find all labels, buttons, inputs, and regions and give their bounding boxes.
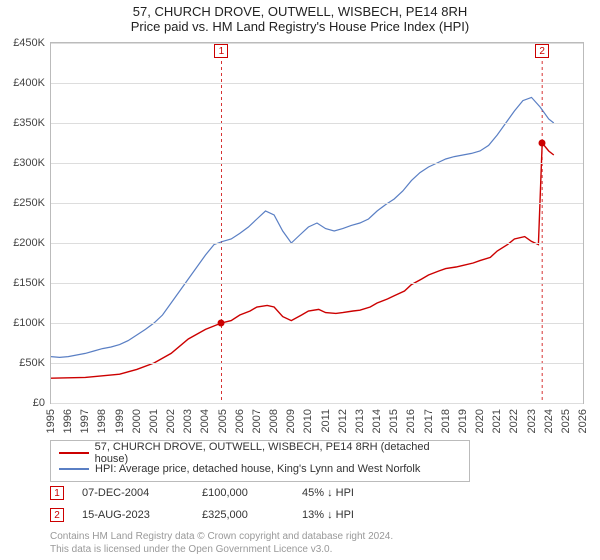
ytick-label: £450K [13, 37, 45, 49]
marker-box: 2 [535, 44, 549, 58]
xtick-label: 2009 [285, 409, 297, 433]
xtick-label: 2005 [217, 409, 229, 433]
marker-table-row: 1 07-DEC-2004£100,00045% ↓ HPI [50, 482, 412, 504]
legend-swatch-hpi [59, 468, 89, 470]
marker-table: 1 07-DEC-2004£100,00045% ↓ HPI 2 15-AUG-202… [50, 482, 412, 526]
marker-table-price: £100,000 [202, 487, 302, 499]
xtick-label: 2018 [440, 409, 452, 433]
plot-area: £0£50K£100K£150K£200K£250K£300K£350K£400… [50, 42, 584, 404]
xtick-label: 2021 [491, 409, 503, 433]
xtick-label: 2007 [251, 409, 263, 433]
ytick-label: £0 [33, 397, 45, 409]
xtick-label: 2008 [268, 409, 280, 433]
gridline-h [51, 243, 583, 244]
xtick-label: 2024 [543, 409, 555, 433]
gridline-h [51, 163, 583, 164]
gridline-h [51, 283, 583, 284]
xtick-label: 2019 [457, 409, 469, 433]
xtick-label: 2012 [337, 409, 349, 433]
title-line-1: 57, CHURCH DROVE, OUTWELL, WISBECH, PE14… [0, 4, 600, 19]
ytick-label: £400K [13, 77, 45, 89]
sale-dot [218, 320, 225, 327]
xtick-label: 2015 [388, 409, 400, 433]
xtick-label: 1997 [79, 409, 91, 433]
legend: 57, CHURCH DROVE, OUTWELL, WISBECH, PE14… [50, 440, 470, 482]
gridline-h [51, 403, 583, 404]
marker-table-pct: 45% ↓ HPI [302, 487, 412, 499]
title-line-2: Price paid vs. HM Land Registry's House … [0, 19, 600, 34]
xtick-label: 2016 [405, 409, 417, 433]
marker-table-pct: 13% ↓ HPI [302, 509, 412, 521]
xtick-label: 1999 [114, 409, 126, 433]
xtick-label: 1995 [45, 409, 57, 433]
xtick-label: 2011 [320, 409, 332, 433]
xtick-label: 2013 [354, 409, 366, 433]
chart-lines [51, 43, 583, 403]
xtick-label: 2022 [508, 409, 520, 433]
xtick-label: 2006 [234, 409, 246, 433]
ytick-label: £350K [13, 117, 45, 129]
sale-dot [539, 140, 546, 147]
marker-table-date: 07-DEC-2004 [82, 487, 202, 499]
ytick-label: £200K [13, 237, 45, 249]
xtick-label: 2017 [423, 409, 435, 433]
xtick-label: 2001 [148, 409, 160, 433]
marker-box: 1 [214, 44, 228, 58]
footer-line-2: This data is licensed under the Open Gov… [50, 543, 393, 556]
ytick-label: £100K [13, 317, 45, 329]
marker-table-box: 1 [50, 486, 64, 500]
ytick-label: £250K [13, 197, 45, 209]
marker-table-price: £325,000 [202, 509, 302, 521]
xtick-label: 2020 [474, 409, 486, 433]
xtick-label: 2002 [165, 409, 177, 433]
ytick-label: £300K [13, 157, 45, 169]
gridline-h [51, 83, 583, 84]
xtick-label: 2010 [302, 409, 314, 433]
gridline-h [51, 203, 583, 204]
gridline-h [51, 43, 583, 44]
xtick-label: 1998 [96, 409, 108, 433]
ytick-label: £50K [19, 357, 45, 369]
xtick-label: 2025 [560, 409, 572, 433]
gridline-h [51, 123, 583, 124]
gridline-h [51, 363, 583, 364]
chart-container: 57, CHURCH DROVE, OUTWELL, WISBECH, PE14… [0, 0, 600, 560]
ytick-label: £150K [13, 277, 45, 289]
xtick-label: 1996 [62, 409, 74, 433]
gridline-h [51, 323, 583, 324]
marker-table-date: 15-AUG-2023 [82, 509, 202, 521]
legend-row-hpi: HPI: Average price, detached house, King… [59, 461, 461, 477]
legend-row-price-paid: 57, CHURCH DROVE, OUTWELL, WISBECH, PE14… [59, 445, 461, 461]
marker-table-row: 2 15-AUG-2023£325,00013% ↓ HPI [50, 504, 412, 526]
xtick-label: 2023 [526, 409, 538, 433]
marker-table-box: 2 [50, 508, 64, 522]
xtick-label: 2026 [577, 409, 589, 433]
legend-label-hpi: HPI: Average price, detached house, King… [95, 463, 420, 475]
footer-line-1: Contains HM Land Registry data © Crown c… [50, 530, 393, 543]
legend-label-price-paid: 57, CHURCH DROVE, OUTWELL, WISBECH, PE14… [95, 441, 461, 465]
xtick-label: 2014 [371, 409, 383, 433]
xtick-label: 2000 [131, 409, 143, 433]
legend-swatch-price-paid [59, 452, 89, 454]
xtick-label: 2004 [199, 409, 211, 433]
xtick-label: 2003 [182, 409, 194, 433]
footer: Contains HM Land Registry data © Crown c… [50, 530, 393, 556]
chart-title: 57, CHURCH DROVE, OUTWELL, WISBECH, PE14… [0, 0, 600, 34]
